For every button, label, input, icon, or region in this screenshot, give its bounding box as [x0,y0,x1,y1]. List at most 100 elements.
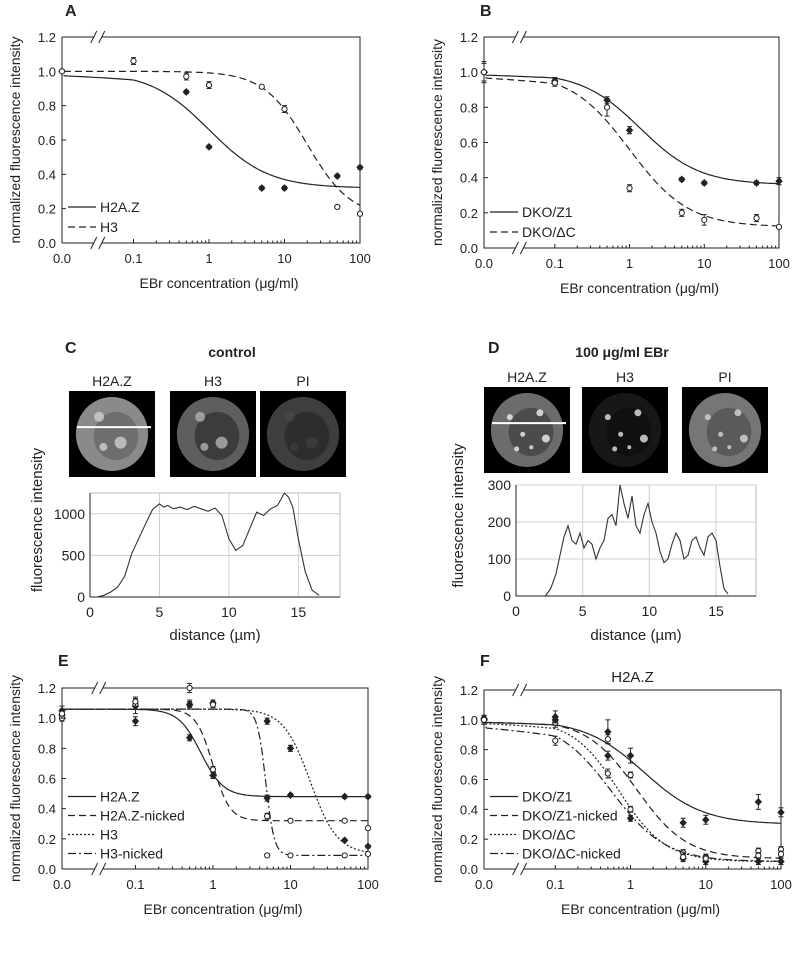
nuclear-spot [520,431,526,437]
panel-letter: B [480,3,492,20]
x-tick-label: 1 [627,877,634,892]
data-point [604,770,611,777]
cell-nucleus-inner [508,407,554,457]
legend-label: H3 [100,827,118,843]
nuclear-spot [727,445,732,450]
fit-curve-1 [485,74,780,185]
y-tick-label: 1.0 [38,64,56,79]
fit-curve-4 [64,708,368,856]
data-point [777,857,785,866]
x-tick-label: 0.1 [546,877,564,892]
y-tick-label: 0.6 [460,136,478,151]
axis-break-mark [90,30,98,44]
data-point [753,215,760,222]
nuclear-spot [541,434,550,443]
x-tick-label: 0.0 [53,251,71,266]
data-point [286,791,295,800]
y-axis-label: normalized fluorescence intensity [7,675,23,882]
data-point [754,797,763,806]
data-point [627,806,634,813]
data-point [281,106,288,113]
axis-break-mark [91,862,99,876]
nuclear-spot [200,442,209,451]
panel-a: A 0.0 0.2 0.4 0.6 0.8 1.0 1.2 0.0 0.1 1 10 100 EBr co… [7,3,371,291]
x-tick-label: 0.1 [546,256,564,271]
y-tick-label: 1.0 [460,713,478,728]
fit-curve-1 [485,721,781,824]
y-tick-label: 0.8 [38,741,56,756]
fit-curve-3 [485,722,781,862]
image-label: H2A.Z [92,373,132,389]
x-tick-label: 0 [86,604,94,620]
panel-f: F H2A.Z 0.0 0.2 0.4 0.6 0.8 1.0 1.2 0.0 0.1 1 10 100 E… [429,653,792,917]
legend-label: H2A.Z [100,199,140,215]
data-point [356,210,364,217]
panel-letter: A [65,3,77,20]
cell-nucleus-inner [606,407,652,457]
data-point [626,814,635,823]
nuclear-spot [514,446,520,452]
data-point [679,818,687,827]
axis-break-gap [515,242,524,254]
y-axis-label: fluorescence intensity [29,447,46,592]
y-tick-label: 1.2 [38,30,56,45]
data-point [209,771,217,780]
panel-e: E 0.0 0.2 0.4 0.6 0.8 1.0 1.2 0.0 0.1 1 10 100 EBr co… [7,653,379,917]
data-point [341,852,348,859]
axis-break-gap [93,31,102,43]
data-point [341,817,348,824]
y-axis-label: normalized fluorescence intensity [429,676,445,883]
panel-letter: E [58,653,69,670]
legend-label: DKO/ΔC [522,827,576,843]
cell-nucleus-inner [284,411,330,461]
y-tick-label: 1.0 [38,711,56,726]
y-tick-label: 0.0 [460,241,478,256]
data-point [58,68,66,75]
image-label: PI [296,373,309,389]
axis-break-gap [93,237,102,249]
data-point [356,163,364,172]
y-tick-label: 0.4 [460,171,478,186]
nuclear-spot [627,445,632,450]
x-tick-label: 100 [349,251,371,266]
data-point [626,751,635,760]
data-point [480,69,488,76]
y-tick-label: 1.2 [460,683,478,698]
fit-curve-1 [63,708,368,798]
data-point [258,184,266,192]
axis-break-mark [512,862,520,876]
axis-break-gap [515,863,524,875]
axis-break-mark [90,236,98,250]
data-point [205,142,213,151]
nuclear-spot [506,414,513,421]
data-point [604,727,612,736]
y-tick-label: 0.4 [460,802,478,817]
data-point [334,203,341,211]
data-point [552,737,559,744]
x-tick-label: 1 [205,251,212,266]
data-point [551,79,558,86]
image-label: PI [718,369,731,385]
y-axis-label: normalized fluorescence intensity [7,37,23,244]
y-tick-label: 0 [503,588,511,604]
data-point [364,792,372,801]
data-point [625,126,634,135]
data-point [777,808,785,817]
intensity-profile [96,492,320,598]
nuclear-spot [712,446,718,452]
y-tick-label: 500 [62,547,86,563]
nuclear-spot [536,409,544,417]
data-point [131,717,140,726]
y-tick-label: 0.0 [38,862,56,877]
profile-frame [515,484,757,597]
x-tick-label: 10 [283,877,297,892]
data-point [258,83,265,90]
data-point [680,853,687,861]
y-axis-label: normalized fluorescence intensity [429,39,445,246]
x-axis-label: distance (µm) [169,627,260,644]
cell-nucleus-inner [706,407,752,457]
intensity-profile [544,484,729,597]
x-tick-label: 15 [708,603,724,619]
data-point [58,710,66,717]
panel-title: control [208,344,255,360]
